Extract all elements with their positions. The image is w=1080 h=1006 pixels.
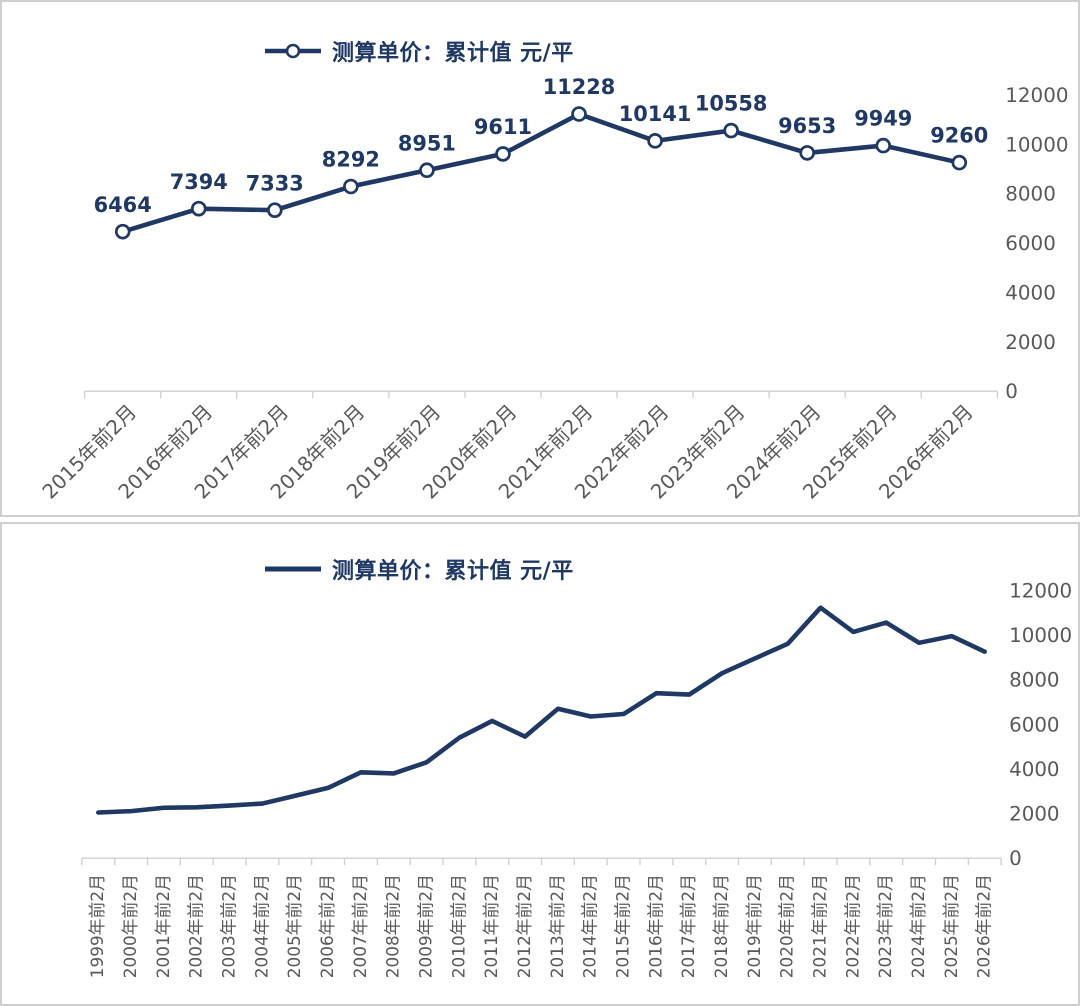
data-label: 7394 [170, 170, 228, 194]
y-axis-tick-label: 12000 [1009, 579, 1072, 602]
x-axis-tick-label: 2001年前2月 [153, 874, 173, 978]
top-chart-panel: 0 2000 4000 6000 8000 10000 12000 6464 7394 7333 8… [0, 0, 1080, 517]
x-axis-tick-label: 2025年前2月 [941, 874, 961, 978]
data-point-marker [647, 133, 663, 149]
data-label: 9653 [778, 114, 836, 138]
x-axis-tick-label: 2016年前2月 [645, 874, 665, 978]
x-axis-tick-label: 2021年前2月 [810, 874, 830, 978]
x-axis-tick-label: 2003年前2月 [219, 874, 239, 978]
data-label: 10558 [695, 92, 768, 116]
bottom-chart-panel: 0 2000 4000 6000 8000 10000 12000 1999年前2月 2000年… [0, 522, 1080, 1006]
x-axis-tick-label: 2009年前2月 [416, 874, 436, 978]
y-axis-tick-label: 10000 [1005, 133, 1068, 156]
data-label: 11228 [543, 75, 616, 99]
data-point-marker [266, 202, 283, 218]
data-label: 7333 [246, 171, 304, 195]
data-point-marker [951, 154, 968, 171]
y-axis-tick-label: 0 [1005, 380, 1018, 403]
y-axis-tick-label: 6000 [1005, 232, 1056, 255]
y-axis-tick-label: 10000 [1009, 624, 1072, 647]
data-point-marker [495, 146, 511, 162]
data-label: 9611 [474, 115, 532, 139]
y-axis-tick-label: 2000 [1009, 803, 1059, 826]
x-axis-tick-label: 2018年前2月 [711, 874, 731, 978]
bottom-line-chart: 0 2000 4000 6000 8000 10000 12000 1999年前2月 2000年… [81, 579, 1072, 978]
y-axis-tick-label: 8000 [1005, 183, 1056, 206]
x-axis-tick-label: 2008年前2月 [383, 874, 403, 978]
x-axis-tick-label: 2015年前2月 [613, 874, 633, 978]
y-axis-tick-label: 8000 [1009, 669, 1059, 692]
x-axis-tick-label: 2010年前2月 [448, 874, 468, 978]
top-chart-legend: 测算单价：累计值 元/平 [264, 35, 574, 67]
x-axis-tick-label: 2026年前2月 [974, 874, 994, 978]
data-label: 10141 [619, 102, 692, 126]
x-axis-tick-label: 2017年前2月 [678, 874, 698, 978]
x-axis-tick-label: 2005年前2月 [284, 874, 304, 978]
x-axis-tick-label: 2011年前2月 [481, 874, 501, 978]
x-axis-tick-label: 2000年前2月 [120, 874, 140, 978]
x-axis-tick-label: 2023年前2月 [875, 874, 895, 978]
y-axis-tick-label: 6000 [1009, 713, 1059, 736]
y-axis-tick-label: 4000 [1005, 281, 1056, 304]
y-axis-tick-label: 0 [1009, 847, 1022, 870]
x-axis-tick-label: 2006年前2月 [317, 874, 337, 978]
data-label: 8951 [398, 131, 456, 155]
data-point-marker [571, 106, 587, 122]
y-axis-tick-label: 12000 [1005, 84, 1068, 107]
x-axis-tick-label: 2002年前2月 [186, 874, 206, 978]
data-point-marker [114, 223, 131, 240]
x-axis-tick-label: 1999年前2月 [87, 874, 107, 978]
data-point-marker [190, 200, 207, 217]
legend-line-marker-icon [265, 43, 321, 59]
top-line-chart: 0 2000 4000 6000 8000 10000 12000 6464 7394 7333 8… [38, 75, 1069, 503]
data-label: 6464 [94, 193, 152, 217]
legend-label: 测算单价：累计值 元/平 [332, 559, 574, 584]
x-axis-tick-label: 2019年前2月 [744, 874, 764, 978]
x-axis-tick-label: 2024年前2月 [908, 874, 928, 978]
x-axis-tick-label: 2022年前2月 [842, 874, 862, 978]
data-label: 9949 [854, 107, 912, 131]
data-point-marker [875, 137, 892, 154]
series-line [95, 605, 987, 815]
data-point-marker [799, 145, 815, 161]
x-axis-tick-label: 2004年前2月 [251, 874, 271, 978]
legend-label: 测算单价：累计值 元/平 [332, 41, 574, 66]
x-axis-tick-label: 2014年前2月 [580, 874, 600, 978]
x-axis-tick-label: 2013年前2月 [547, 874, 567, 978]
data-label: 8292 [322, 148, 380, 172]
series-line [120, 111, 962, 234]
bottom-chart-legend: 测算单价：累计值 元/平 [264, 553, 574, 585]
x-axis-tick-label: 2007年前2月 [350, 874, 370, 978]
y-axis-tick-label: 2000 [1005, 331, 1056, 354]
data-point-marker [723, 122, 739, 139]
data-point-marker [419, 162, 435, 179]
legend-line-icon [265, 566, 321, 572]
data-label: 9260 [930, 124, 988, 148]
data-point-marker [343, 178, 359, 195]
x-axis-tick-label: 2012年前2月 [514, 874, 534, 978]
x-axis-tick-label: 2020年前2月 [777, 874, 797, 978]
y-axis-tick-label: 4000 [1009, 758, 1059, 781]
